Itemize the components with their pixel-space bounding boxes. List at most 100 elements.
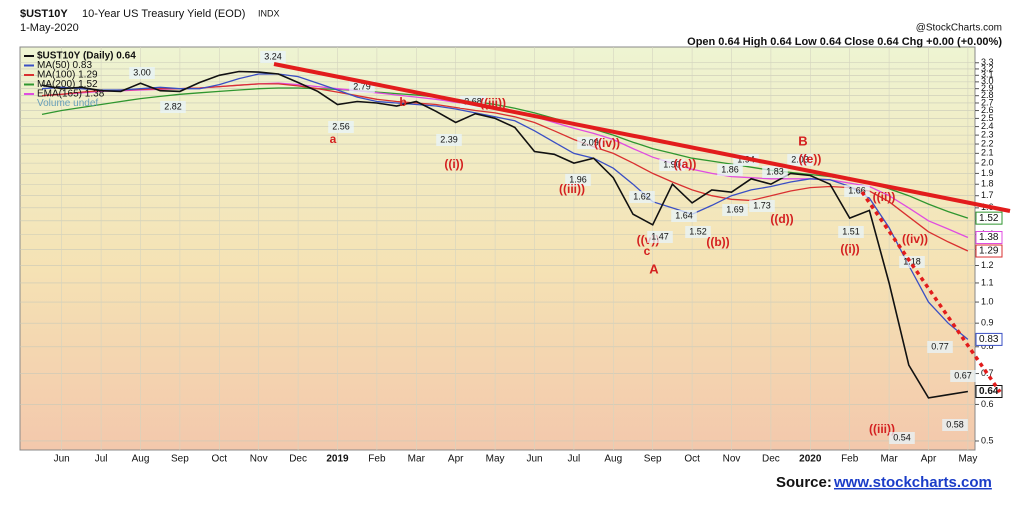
annotation: 0.54 xyxy=(893,432,911,442)
y-tick-label: 2.6 xyxy=(981,105,994,115)
annotation: 2.56 xyxy=(332,121,350,131)
x-tick-label: Jul xyxy=(568,454,581,465)
annotation: 1.83 xyxy=(766,166,784,176)
annotation: 1.51 xyxy=(842,226,860,236)
annotation: 0.77 xyxy=(931,341,949,351)
last-value-label: 0.83 xyxy=(979,334,999,345)
y-tick-label: 1.9 xyxy=(981,168,994,178)
x-tick-label: Jun xyxy=(54,454,70,465)
annotation-box xyxy=(577,137,603,149)
y-tick-label: 1.8 xyxy=(981,179,994,189)
source-link[interactable]: www.stockcharts.com xyxy=(833,474,992,491)
x-tick-label: Sep xyxy=(171,454,189,465)
y-tick-label: 2.5 xyxy=(981,113,994,123)
annotation-box xyxy=(717,164,743,176)
annotation: 1.62 xyxy=(633,191,651,201)
y-tick-label: 0.7 xyxy=(981,368,994,378)
annotation-box xyxy=(659,159,685,171)
x-tick-label: Jul xyxy=(95,454,108,465)
annotation: ((iv)) xyxy=(594,136,620,150)
y-tick-label: 2.1 xyxy=(981,148,994,158)
x-tick-label: 2019 xyxy=(326,454,349,465)
annotation: ((ii)) xyxy=(873,190,896,204)
credit: @StockCharts.com xyxy=(916,23,1002,34)
annotation-box xyxy=(629,191,655,203)
x-tick-label: Dec xyxy=(289,454,307,465)
annotation: 2.09 xyxy=(581,137,599,147)
trend-line xyxy=(273,62,1011,213)
x-tick-label: Aug xyxy=(604,454,622,465)
annotation-box xyxy=(950,370,976,382)
last-value-label: 1.52 xyxy=(979,213,999,224)
source-label: Source: xyxy=(776,474,832,491)
legend-label: $UST10Y (Daily) 0.64 xyxy=(37,51,136,62)
annotation: 1.96 xyxy=(569,174,587,184)
annotation: 1.52 xyxy=(689,226,707,236)
x-tick-label: Mar xyxy=(880,454,898,465)
annotation-box xyxy=(749,200,775,212)
x-tick-label: Jun xyxy=(526,454,542,465)
plot-area xyxy=(19,46,976,451)
annotation-box xyxy=(889,432,915,444)
annotation-box xyxy=(722,204,748,216)
annotation: 2.68 xyxy=(464,96,482,106)
y-tick-label: 1.1 xyxy=(981,277,994,287)
annotation-box xyxy=(671,210,697,222)
symbol: $UST10Y xyxy=(20,8,68,20)
y-tick-label: 2.8 xyxy=(981,90,994,100)
y-tick-label: 3.1 xyxy=(981,70,994,80)
trend-line-dotted xyxy=(860,191,1002,393)
annotation: ((i)) xyxy=(840,242,859,256)
annotation-box xyxy=(762,166,788,178)
annotation-box xyxy=(260,51,286,63)
series-line xyxy=(41,70,969,399)
annotation: ((b)) xyxy=(706,235,729,249)
annotation: ((iii)) xyxy=(869,422,895,436)
annotation: b xyxy=(399,95,406,109)
annotation: B xyxy=(798,133,807,148)
y-tick-label: 0.9 xyxy=(981,318,994,328)
annotation-box xyxy=(927,341,953,353)
annotation: ((iv)) xyxy=(902,232,928,246)
x-tick-label: Nov xyxy=(723,454,741,465)
annotation: 2.79 xyxy=(353,81,371,91)
last-value-label: 0.64 xyxy=(979,386,999,397)
annotation: ((a)) xyxy=(674,157,697,171)
series-line xyxy=(41,73,969,340)
y-tick-label: 0.5 xyxy=(981,435,994,445)
annotation: c xyxy=(644,244,651,258)
annotation-box xyxy=(647,231,673,243)
x-tick-label: Apr xyxy=(448,454,464,465)
x-tick-label: Aug xyxy=(132,454,150,465)
annotation: 0.67 xyxy=(954,370,972,380)
legend-label: Volume undef xyxy=(37,98,98,109)
annotation-box xyxy=(942,419,968,431)
y-tick-label: 3.3 xyxy=(981,57,994,67)
y-tick-label: 1.2 xyxy=(981,260,994,270)
last-value-tag xyxy=(975,385,1003,399)
annotation: 3.24 xyxy=(264,51,282,61)
y-tick-label: 0.6 xyxy=(981,399,994,409)
legend-label: MA(100) 1.29 xyxy=(37,70,98,81)
annotation-box xyxy=(160,101,186,113)
annotation: 1.64 xyxy=(675,210,693,220)
y-tick-label: 2.0 xyxy=(981,158,994,168)
annotation: 2.82 xyxy=(164,101,182,111)
quote: Open 0.64 High 0.64 Low 0.64 Close 0.64 … xyxy=(687,36,1002,48)
annotation: 2.03 xyxy=(791,154,809,164)
x-tick-label: Sep xyxy=(644,454,662,465)
annotation: ((e)) xyxy=(799,152,822,166)
y-tick-label: 0.8 xyxy=(981,341,994,351)
annotation: 1.18 xyxy=(903,256,921,266)
x-tick-label: Apr xyxy=(921,454,937,465)
annotation: 1.86 xyxy=(721,164,739,174)
annotation: ((d)) xyxy=(770,212,793,226)
x-tick-label: 2020 xyxy=(799,454,822,465)
annotation-box xyxy=(787,154,813,166)
annotation-box xyxy=(838,226,864,238)
x-tick-label: May xyxy=(958,454,977,465)
annotation: ((i)) xyxy=(444,157,463,171)
y-tick-label: 1.7 xyxy=(981,190,994,200)
annotation: 0.58 xyxy=(946,419,964,429)
annotation-box xyxy=(899,256,925,268)
